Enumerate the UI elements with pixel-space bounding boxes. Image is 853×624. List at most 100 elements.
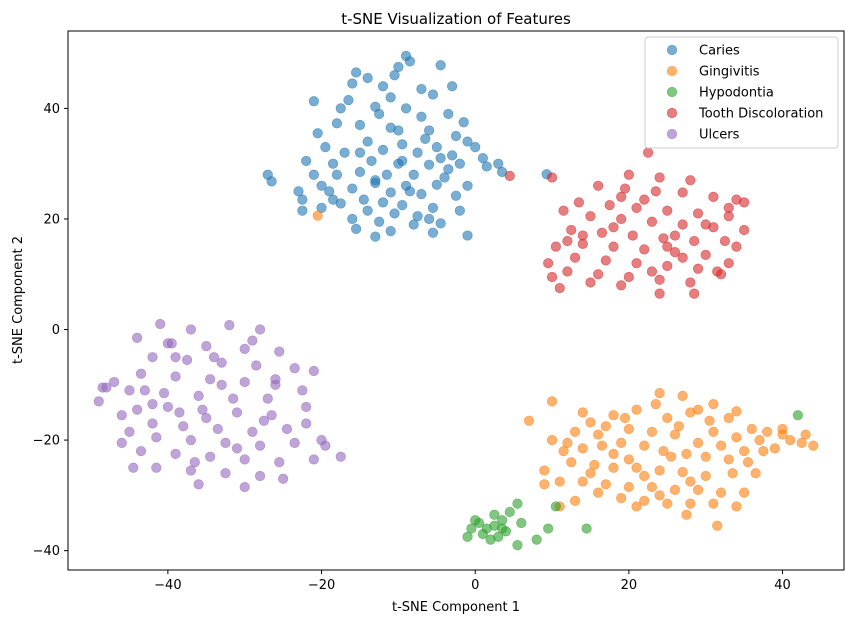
point-series-1-31 xyxy=(558,446,569,457)
x-tick-label-0: −40 xyxy=(154,578,181,593)
x-tick-label-4: 40 xyxy=(774,578,791,593)
point-series-0-50 xyxy=(462,180,473,191)
point-series-1-55 xyxy=(669,484,681,495)
point-series-0-72 xyxy=(351,223,362,235)
point-series-1-48 xyxy=(727,468,738,479)
point-series-0-11 xyxy=(385,92,396,103)
point-series-4-25 xyxy=(228,393,239,404)
point-series-1-21 xyxy=(739,446,750,457)
point-series-4-17 xyxy=(205,374,216,385)
point-series-4-73 xyxy=(147,399,158,410)
point-series-1-28 xyxy=(585,417,596,428)
point-series-0-58 xyxy=(377,197,389,208)
y-axis: −40 −20 0 20 40 xyxy=(33,102,68,559)
point-series-0-24 xyxy=(362,136,373,147)
point-series-0-53 xyxy=(385,187,396,198)
point-series-3-52 xyxy=(585,277,596,288)
point-series-4-44 xyxy=(220,437,231,448)
point-series-4-71 xyxy=(216,379,227,390)
point-series-3-62 xyxy=(577,230,588,241)
point-series-0-3 xyxy=(393,61,404,73)
point-series-4-52 xyxy=(274,457,285,468)
point-series-4-15 xyxy=(135,368,147,379)
point-series-1-5 xyxy=(546,396,558,407)
point-series-1-89 xyxy=(723,412,734,424)
point-series-4-39 xyxy=(281,423,293,435)
point-series-1-70 xyxy=(539,479,550,490)
point-series-4-20 xyxy=(308,365,319,377)
point-series-2-3 xyxy=(543,523,554,534)
point-series-4-29 xyxy=(162,401,173,413)
point-series-3-68 xyxy=(562,235,573,247)
point-series-4-55 xyxy=(151,462,162,473)
point-series-3-55 xyxy=(654,288,665,299)
point-series-3-18 xyxy=(558,205,569,216)
point-series-1-67 xyxy=(631,501,642,512)
point-series-4-38 xyxy=(247,426,258,437)
point-series-1-45 xyxy=(654,465,665,476)
point-series-0-68 xyxy=(347,213,358,225)
legend-marker-2 xyxy=(666,86,678,98)
point-series-0-35 xyxy=(301,155,312,167)
point-series-3-38 xyxy=(543,258,554,269)
point-series-4-10 xyxy=(181,354,193,366)
point-series-1-3 xyxy=(708,399,719,410)
point-series-1-91 xyxy=(654,490,665,501)
point-series-4-51 xyxy=(239,454,250,465)
point-series-1-73 xyxy=(692,404,704,415)
point-series-0-78 xyxy=(416,111,427,122)
point-series-0-54 xyxy=(416,188,427,200)
y-tick-label-4: 40 xyxy=(43,102,60,117)
point-series-3-45 xyxy=(562,266,573,277)
point-series-1-12 xyxy=(704,415,715,426)
point-series-4-61 xyxy=(116,437,127,448)
point-series-4-74 xyxy=(231,443,243,454)
point-series-1-52 xyxy=(600,479,611,490)
point-series-0-88 xyxy=(481,161,492,172)
point-series-1-23 xyxy=(692,437,704,448)
legend-box xyxy=(644,36,839,149)
point-series-0-77 xyxy=(327,158,339,169)
point-series-0-10 xyxy=(427,89,439,100)
point-series-1-36 xyxy=(658,446,669,457)
point-series-0-91 xyxy=(327,194,339,205)
point-series-1-80 xyxy=(608,448,619,460)
point-series-0-5 xyxy=(362,72,373,84)
point-series-3-40 xyxy=(600,255,611,266)
point-series-4-59 xyxy=(193,479,204,490)
point-series-1-7 xyxy=(577,407,588,418)
point-series-3-26 xyxy=(596,227,608,238)
point-series-3-24 xyxy=(739,224,750,236)
point-series-0-16 xyxy=(443,108,454,120)
point-series-0-1 xyxy=(404,56,416,67)
point-series-2-19 xyxy=(462,531,473,542)
point-series-4-75 xyxy=(270,374,281,385)
point-series-3-20 xyxy=(616,213,627,225)
point-series-1-13 xyxy=(746,423,757,435)
point-series-3-27 xyxy=(627,230,638,241)
point-series-1-62 xyxy=(662,498,673,509)
point-series-0-92 xyxy=(293,186,304,197)
point-series-4-68 xyxy=(258,415,270,426)
point-series-3-57 xyxy=(712,266,723,277)
point-series-3-22 xyxy=(677,219,688,230)
point-series-0-87 xyxy=(354,147,366,158)
point-series-3-10 xyxy=(708,191,719,202)
point-series-1-84 xyxy=(585,468,596,479)
point-series-0-84 xyxy=(443,164,454,175)
point-series-3-15 xyxy=(662,205,673,216)
point-series-1-24 xyxy=(669,429,681,440)
point-series-0-95 xyxy=(370,175,381,186)
point-series-4-54 xyxy=(335,451,346,462)
point-series-3-9 xyxy=(677,187,688,198)
point-series-1-46 xyxy=(677,467,688,478)
legend-label-1: Gingivitis xyxy=(699,65,760,80)
point-series-4-24 xyxy=(193,390,204,401)
point-series-4-65 xyxy=(174,407,185,418)
y-tick-label-1: −20 xyxy=(33,434,60,449)
point-series-1-20 xyxy=(758,446,769,457)
point-series-1-51 xyxy=(577,476,588,487)
point-series-3-60 xyxy=(639,194,650,205)
point-series-1-26 xyxy=(623,423,634,435)
point-series-3-6 xyxy=(593,180,604,191)
